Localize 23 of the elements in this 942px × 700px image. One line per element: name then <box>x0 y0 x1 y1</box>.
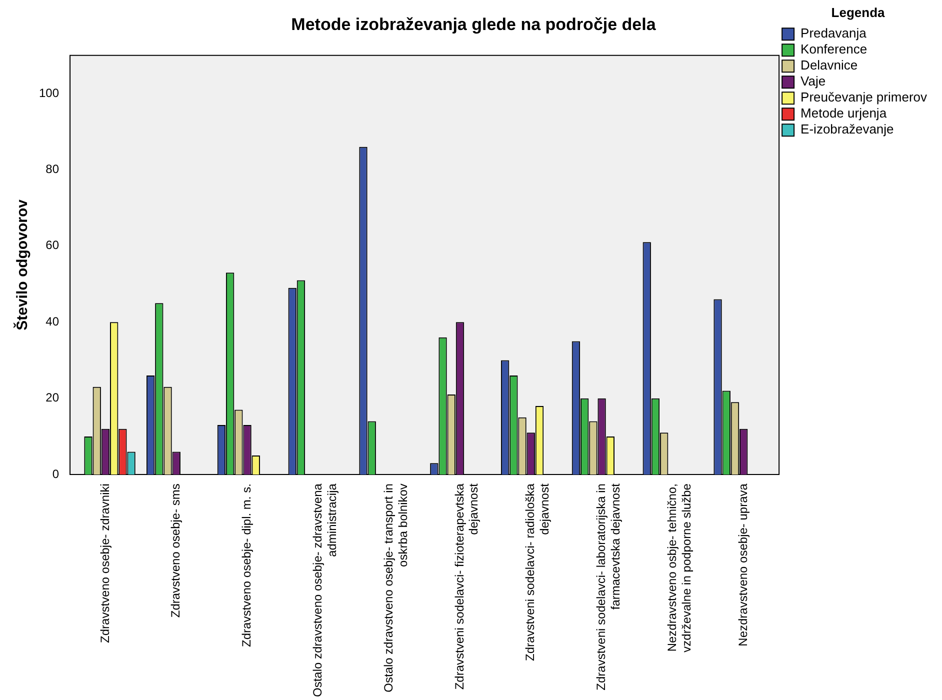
x-tick-label: Zdravstveni sodelavci- fizioterapevtska dejavnost <box>452 482 481 690</box>
legend-title: Legenda <box>831 5 886 20</box>
legend-label: Vaje <box>800 74 826 89</box>
x-tick-label: Zdravstveno osebje- sms <box>168 484 183 618</box>
x-tick-label: Nezdravstveno osebje- uprava <box>736 483 750 646</box>
y-tick-label: 20 <box>46 390 60 405</box>
y-axis-title: Število odgovorov <box>13 198 32 330</box>
legend-label: Delavnice <box>800 58 858 73</box>
x-tick-label: Zdravstveno osebje- zdravniki <box>98 484 112 643</box>
y-tick-label: 100 <box>38 86 60 100</box>
y-tick-label: 60 <box>46 238 60 252</box>
legend-label: Metode urjenja <box>800 106 888 121</box>
legend-label: Predavanja <box>800 26 868 41</box>
chart-title: Metode izobraževanja glede na področje dela <box>291 14 656 34</box>
legend-label: E-izobraževanje <box>800 122 894 137</box>
x-tick-label: Zdravstveno osebje- dipl. m. s. <box>240 484 254 647</box>
x-tick-label: Zdravstveni sodelavci- radiološka dejavnost <box>523 482 552 661</box>
legend-label: Preučevanje primerov <box>800 90 928 105</box>
y-tick-label: 40 <box>46 314 60 328</box>
y-tick-label: 0 <box>52 466 60 481</box>
y-tick-label: 80 <box>46 162 60 176</box>
x-tick-label: Ostalo zdravstveno osebje- zdravstvena administracija <box>310 483 339 698</box>
legend-label: Konference <box>800 42 868 57</box>
